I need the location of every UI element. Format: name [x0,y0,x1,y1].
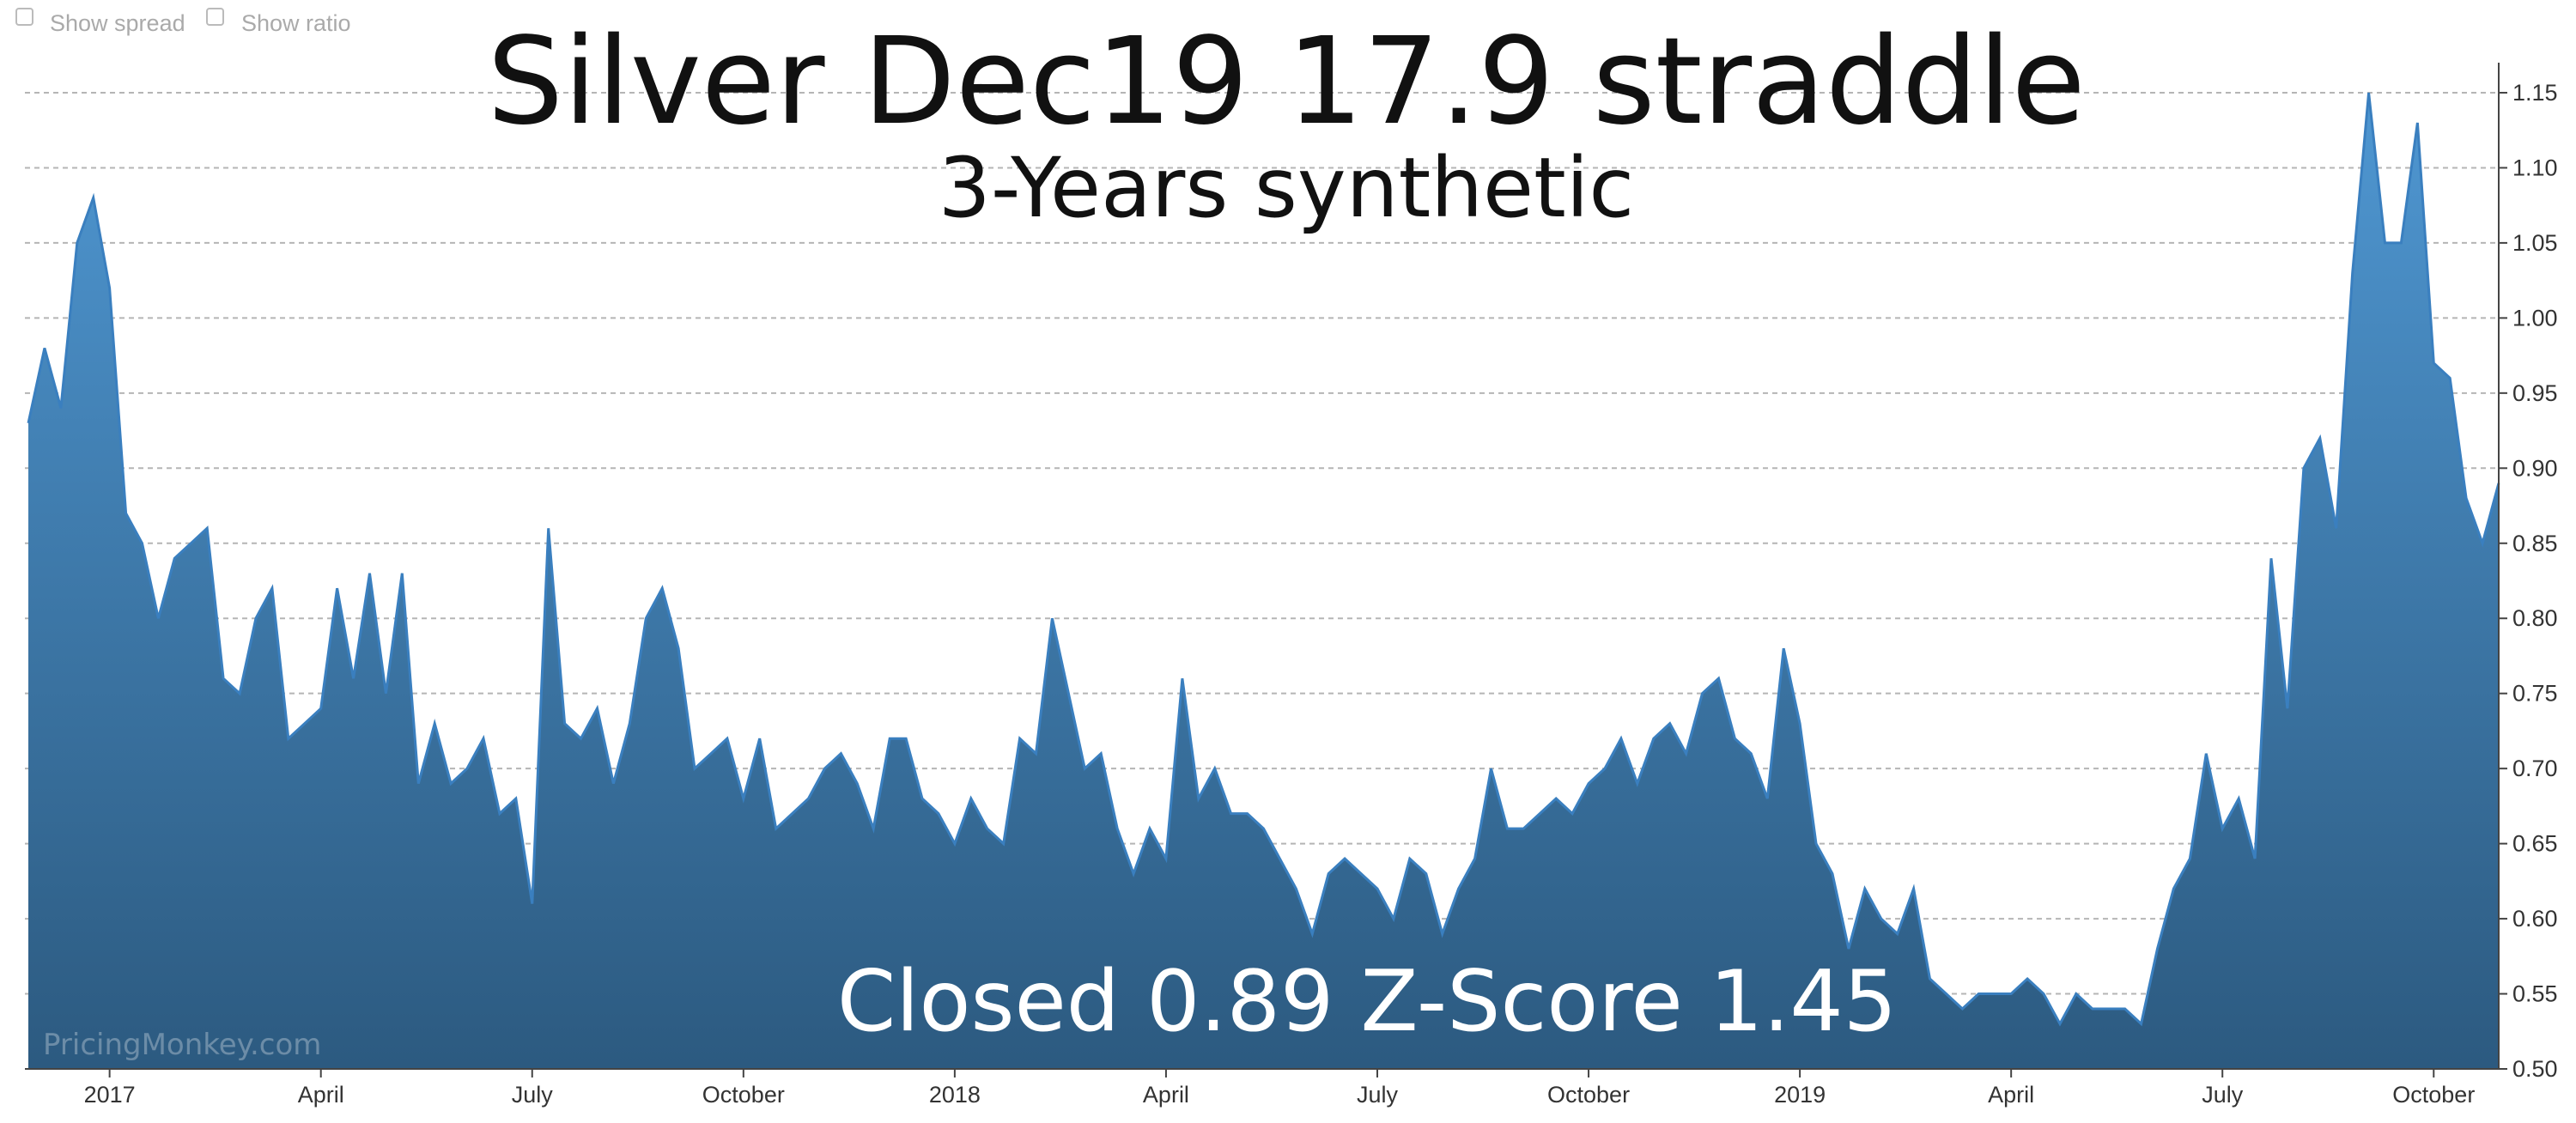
y-tick-label: 0.55 [2512,981,2558,1007]
x-tick-label: 2017 [84,1082,136,1108]
checkbox-label[interactable]: Show spread [50,10,185,36]
y-tick-label: 0.60 [2512,906,2558,932]
y-tick-label: 0.70 [2512,756,2558,781]
y-tick-label: 0.90 [2512,455,2558,481]
x-tick-label: 2019 [1774,1082,1826,1108]
x-tick-label: April [1143,1082,1189,1108]
checkbox[interactable] [206,8,224,26]
annotation: Closed 0.89 Z-Score 1.45 [837,953,1897,1051]
watermark: PricingMonkey.com [43,1028,321,1062]
y-tick-label: 1.00 [2512,305,2558,331]
y-tick-label: 0.95 [2512,380,2558,406]
checkbox-label[interactable]: Show ratio [241,10,351,36]
x-tick-label: October [1547,1082,1630,1108]
y-tick-label: 1.10 [2512,155,2558,180]
x-tick-label: October [702,1082,785,1108]
chart-subtitle: 3-Years synthetic [939,140,1634,236]
x-tick-label: April [1988,1082,2034,1108]
y-tick-label: 0.65 [2512,831,2558,857]
x-tick-label: April [298,1082,344,1108]
y-tick-label: 0.75 [2512,681,2558,707]
x-tick-label: July [512,1082,554,1108]
line [27,92,2500,1027]
y-tick-label: 0.85 [2512,531,2558,556]
y-tick-label: 1.15 [2512,80,2558,106]
x-tick-label: July [2202,1082,2244,1108]
x-tick-label: October [2392,1082,2475,1108]
x-tick-label: July [1357,1082,1399,1108]
y-tick-label: 1.05 [2512,230,2558,256]
y-tick-label: 0.80 [2512,605,2558,631]
chart-title: Silver Dec19 17.9 straddle [487,12,2085,152]
y-tick-label: 0.50 [2512,1056,2558,1082]
checkbox[interactable] [15,8,33,26]
area [28,93,2499,1069]
x-tick-label: 2018 [929,1082,981,1108]
